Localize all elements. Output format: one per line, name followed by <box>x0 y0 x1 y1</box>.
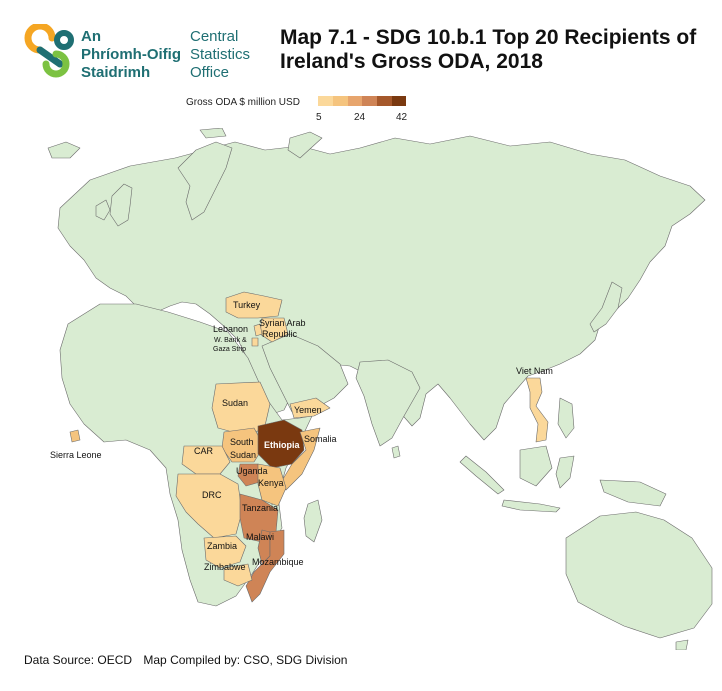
country-kenya <box>257 463 287 507</box>
logo-english-line: Central <box>190 28 239 45</box>
legend-title: Gross ODA $ million USD <box>186 97 300 108</box>
label-turkey: Turkey <box>233 300 261 310</box>
label-sierra-leone: Sierra Leone <box>50 450 102 460</box>
land-arabia <box>261 333 349 413</box>
label-kenya: Kenya <box>258 478 284 488</box>
country-viet-nam <box>525 377 549 443</box>
label-south-sudan-line2: Sudan <box>230 450 257 460</box>
label-sudan: Sudan <box>222 398 249 408</box>
logo-english-line: Statistics <box>190 46 251 63</box>
land-borneo <box>519 445 553 487</box>
label-ethiopia: Ethiopia <box>264 440 300 450</box>
label-mozambique: Mozambique <box>252 557 304 567</box>
country-west-bank-gaza <box>251 337 259 347</box>
land-novaya-zemlya <box>287 131 323 159</box>
cso-logo: An Phríomh-Oifig Staidrimh Central Stati… <box>24 22 264 84</box>
land-sri-lanka <box>391 445 401 459</box>
label-car: CAR <box>194 446 214 456</box>
logo-irish-line: An <box>81 28 101 45</box>
country-zambia <box>203 535 247 569</box>
land-japan <box>589 281 623 333</box>
legend-swatch-4 <box>362 96 377 106</box>
label-yemen: Yemen <box>294 405 322 415</box>
land-australia <box>565 511 713 639</box>
label-south-sudan-line1: South <box>230 437 254 447</box>
label-viet-nam: Viet Nam <box>516 366 553 376</box>
land-tasmania <box>675 639 689 651</box>
land-svalbard <box>199 127 227 139</box>
land-scandinavia <box>177 141 233 221</box>
label-syria-line1: Syrian Arab <box>259 318 306 328</box>
legend-swatch-6 <box>392 96 406 106</box>
land-ireland <box>95 199 111 221</box>
country-zimbabwe <box>223 563 253 587</box>
country-ethiopia <box>257 419 305 469</box>
label-zimbabwe: Zimbabwe <box>204 562 246 572</box>
logo-english-line: Office <box>190 64 229 81</box>
label-syria-line2: Republic <box>262 329 298 339</box>
land-sumatra <box>459 455 505 495</box>
legend-tick-mid: 24 <box>354 112 366 123</box>
logo-irish-name: An Phríomh-Oifig Staidrimh <box>81 28 191 82</box>
label-uganda: Uganda <box>236 466 268 476</box>
label-west-bank-line2: Gaza Strip <box>213 346 247 353</box>
legend-color-bar <box>318 96 406 106</box>
land-java <box>501 499 561 513</box>
country-somalia <box>279 427 321 491</box>
land-india <box>355 359 421 447</box>
cso-logo-mark <box>24 22 74 78</box>
label-zambia: Zambia <box>207 541 238 551</box>
legend-tick-min: 5 <box>316 112 322 123</box>
label-somalia: Somalia <box>304 434 337 444</box>
country-yemen <box>289 397 331 419</box>
land-great-britain <box>109 183 133 227</box>
land-philippines <box>557 397 575 439</box>
label-drc: DRC <box>202 490 222 500</box>
compiled-by: Map Compiled by: CSO, SDG Division <box>143 653 348 667</box>
map-canvas <box>47 127 713 651</box>
logo-irish-line: Staidrimh <box>81 64 151 81</box>
country-drc <box>175 473 243 539</box>
country-mozambique <box>245 529 285 603</box>
legend-swatch-1 <box>318 96 333 106</box>
country-uganda <box>237 463 261 487</box>
country-turkey <box>225 291 283 319</box>
legend-tick-max: 42 <box>396 112 408 123</box>
land-new-guinea <box>599 479 667 507</box>
land-madagascar <box>303 499 323 543</box>
legend-swatch-5 <box>377 96 392 106</box>
label-tanzania: Tanzania <box>242 503 279 513</box>
data-source: Data Source: OECD <box>24 653 133 667</box>
label-malawi: Malawi <box>246 532 275 542</box>
map-footer: Data Source: OECD Map Compiled by: CSO, … <box>24 653 347 667</box>
country-sierra-leone <box>69 429 81 443</box>
legend-swatch-2 <box>333 96 348 106</box>
legend-swatch-3 <box>348 96 362 106</box>
logo-english-name: Central Statistics Office <box>190 28 280 82</box>
world-map: Turkey Syrian Arab Republic Lebanon W. B… <box>0 127 722 651</box>
logo-irish-line: Phríomh-Oifig <box>81 46 181 63</box>
map-title: Map 7.1 - SDG 10.b.1 Top 20 Recipients o… <box>280 26 697 73</box>
land-eurasia <box>57 135 706 441</box>
label-lebanon: Lebanon <box>213 324 249 334</box>
land-sulawesi <box>555 455 575 489</box>
label-west-bank-line1: W. Bank & <box>214 337 247 344</box>
land-iceland <box>47 141 81 159</box>
country-lebanon <box>253 323 263 337</box>
